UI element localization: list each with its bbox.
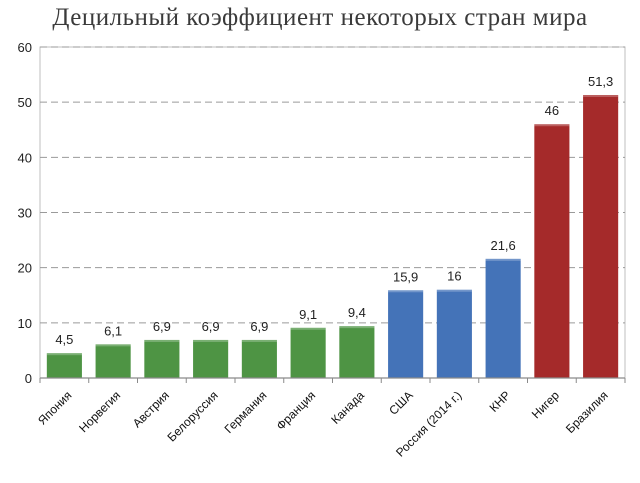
bar-highlight — [388, 290, 424, 293]
bars — [46, 94, 619, 379]
category-label: Нигер — [529, 388, 562, 421]
data-label: 16 — [447, 269, 461, 284]
bar-highlight — [290, 327, 326, 330]
bar-highlight — [144, 339, 180, 342]
y-tick-label: 0 — [25, 371, 32, 386]
y-tick-label: 50 — [18, 95, 32, 110]
category-label: КНР — [487, 388, 514, 415]
data-label: 46 — [545, 103, 559, 118]
category-label: Норвегия — [76, 388, 123, 435]
category-label: Австрия — [130, 388, 172, 430]
data-label: 6,9 — [202, 319, 220, 334]
y-tick-label: 40 — [18, 150, 32, 165]
bar — [583, 94, 619, 379]
bar-highlight — [46, 353, 82, 356]
data-label: 51,3 — [588, 74, 613, 89]
bar-highlight — [583, 94, 619, 97]
bar — [144, 339, 180, 378]
bar-highlight — [193, 339, 229, 342]
bar — [485, 258, 521, 378]
y-tick-label: 30 — [18, 206, 32, 221]
category-label: Канада — [328, 388, 367, 427]
data-label: 6,1 — [104, 323, 122, 338]
y-tick-label: 60 — [18, 40, 32, 55]
data-label: 4,5 — [55, 332, 73, 347]
grid-lines — [39, 46, 626, 379]
category-label: Германия — [222, 388, 270, 436]
data-label: 6,9 — [153, 319, 171, 334]
y-tick-label: 20 — [18, 261, 32, 276]
bar — [193, 339, 229, 378]
data-label: 6,9 — [250, 319, 268, 334]
bar — [436, 289, 472, 378]
bar-highlight — [534, 124, 570, 127]
category-label: Япония — [35, 388, 74, 427]
bar — [290, 327, 326, 378]
bar — [534, 124, 570, 378]
data-label: 15,9 — [393, 269, 418, 284]
data-labels: 4,5 6,1 6,9 6,9 6,9 9,1 9,4 15,9 16 21,6 46 51,3 — [55, 74, 613, 347]
category-label: Франция — [274, 388, 319, 433]
data-label: 9,1 — [299, 307, 317, 322]
y-tick-label: 10 — [18, 316, 32, 331]
chart-title: Децильный коэффициент некоторых стран ми… — [52, 4, 588, 31]
bar-highlight — [339, 326, 375, 329]
data-label: 9,4 — [348, 305, 366, 320]
bar-highlight — [241, 339, 277, 342]
y-axis-ticks: 0 10 20 30 40 50 60 — [18, 40, 32, 386]
bar-highlight — [485, 258, 521, 261]
bar-highlight — [436, 289, 472, 292]
bar-highlight — [95, 344, 131, 347]
category-label: Бразилия — [563, 388, 611, 436]
data-label: 21,6 — [490, 238, 515, 253]
category-label: Белоруссия — [164, 388, 220, 444]
bar — [241, 339, 277, 378]
axes — [39, 377, 626, 383]
bar — [388, 290, 424, 378]
bar — [339, 326, 375, 378]
bar — [46, 353, 82, 378]
category-label: США — [386, 388, 415, 417]
bar — [95, 344, 131, 378]
